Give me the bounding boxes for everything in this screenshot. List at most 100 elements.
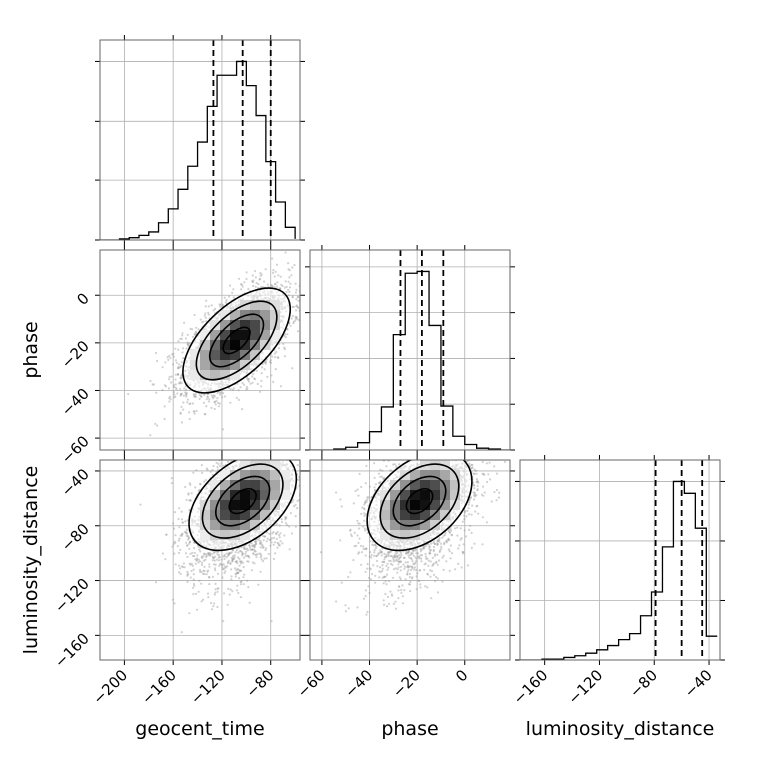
y-tick-label: −60 — [58, 432, 93, 467]
scatter-point — [215, 399, 218, 402]
scatter-point — [260, 286, 263, 289]
scatter-point — [287, 294, 290, 297]
scatter-point — [244, 552, 247, 555]
scatter-point — [213, 407, 216, 411]
scatter-point — [163, 384, 166, 387]
scatter-point — [255, 446, 257, 448]
density-cell — [270, 330, 280, 340]
scatter-point — [246, 387, 249, 390]
scatter-point — [200, 464, 203, 467]
scatter-point — [245, 388, 248, 391]
scatter-point — [168, 397, 171, 400]
scatter-point — [241, 561, 245, 564]
scatter-point — [187, 343, 190, 346]
density-cell — [250, 300, 260, 310]
scatter-point — [213, 395, 216, 398]
histogram-bars — [520, 480, 718, 660]
scatter-point — [194, 395, 198, 398]
scatter-point — [187, 572, 190, 575]
histogram-bin — [227, 75, 237, 240]
scatter-point — [211, 468, 214, 472]
scatter-point — [284, 336, 287, 339]
scatter-point — [194, 486, 197, 489]
scatter-point — [185, 388, 188, 391]
density-cell — [190, 350, 200, 360]
scatter-point — [316, 264, 318, 266]
scatter-point — [218, 559, 221, 562]
scatter-point — [207, 576, 211, 579]
scatter-point — [169, 398, 172, 401]
scatter-point — [260, 379, 263, 382]
scatter-point — [255, 556, 258, 559]
scatter-point — [202, 401, 206, 404]
scatter-point — [245, 385, 248, 388]
scatter-point — [214, 307, 217, 310]
scatter-point — [266, 375, 269, 378]
scatter-point — [179, 412, 182, 415]
contour-line — [208, 313, 265, 368]
scatter-point — [264, 268, 267, 271]
scatter-point — [194, 395, 197, 398]
scatter-point — [231, 559, 234, 562]
scatter-point — [207, 400, 211, 403]
density-cell — [210, 320, 220, 330]
scatter-point — [236, 584, 239, 587]
scatter-point — [164, 385, 168, 388]
density-cell — [220, 360, 230, 370]
scatter-point — [317, 288, 319, 290]
scatter-point — [219, 457, 221, 459]
y-tick-label: −20 — [58, 337, 93, 372]
histogram-panel-geocent-time — [95, 35, 305, 245]
scatter-point — [207, 313, 210, 316]
scatter-point — [241, 455, 243, 457]
scatter-point — [149, 379, 152, 383]
scatter-point — [289, 421, 291, 423]
scatter-point — [240, 283, 243, 286]
scatter-point — [189, 402, 192, 405]
scatter-point — [178, 363, 181, 366]
scatter-point — [252, 372, 255, 376]
scatter-point — [266, 451, 268, 453]
scatter-point — [203, 553, 206, 556]
scatter-point — [230, 568, 233, 571]
scatter-point — [274, 457, 276, 459]
scatter-point — [223, 571, 226, 575]
scatter-point — [292, 322, 295, 325]
scatter-point — [207, 311, 210, 314]
scatter-point — [311, 477, 313, 479]
scatter-point — [173, 385, 176, 389]
scatter-point — [283, 446, 285, 448]
panel-frame — [519, 459, 721, 661]
scatter-point — [293, 263, 296, 267]
scatter-point — [175, 388, 178, 391]
scatter-point — [293, 429, 295, 431]
scatter-point — [296, 305, 299, 309]
scatter-point — [232, 387, 235, 390]
panel-frame — [99, 249, 301, 451]
scatter-point — [184, 520, 187, 523]
scatter-point — [254, 423, 256, 425]
scatter-point — [297, 422, 299, 424]
scatter-point — [218, 402, 221, 405]
scatter-point — [252, 552, 255, 555]
scatter-point — [181, 351, 184, 354]
scatter-point — [168, 400, 171, 403]
scatter-point — [313, 296, 315, 298]
scatter-point — [255, 369, 258, 372]
scatter-point — [260, 273, 263, 276]
scatter-point — [173, 540, 176, 543]
scatter-point — [216, 553, 219, 556]
scatter-point — [263, 535, 266, 538]
scatter-point — [291, 305, 294, 309]
scatter-point — [228, 552, 231, 555]
scatter-point — [266, 457, 268, 459]
corner-panels: −160 −120 −80 −40−60−40−200−200 −160 −120 −80−… — [51, 35, 725, 708]
scatter-point — [302, 481, 304, 483]
histogram-bin — [207, 106, 217, 240]
scatter-points — [127, 251, 319, 437]
scatter-point — [243, 281, 246, 284]
y-tick-label: 0 — [73, 289, 92, 308]
scatter-point — [204, 316, 208, 319]
scatter-point — [259, 274, 262, 277]
